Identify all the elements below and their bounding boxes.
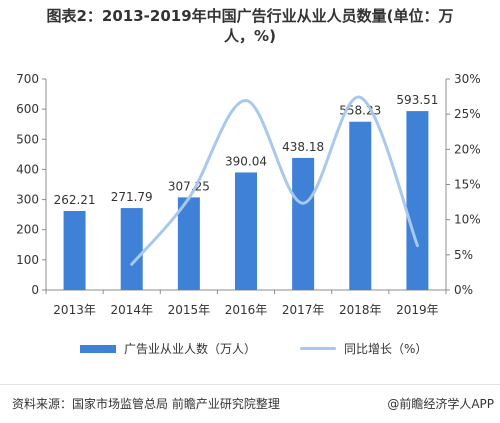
bar-data-label: 390.04 bbox=[225, 154, 267, 168]
y-tick-label-left: 0 bbox=[31, 283, 39, 297]
y-tick-label-right: 20% bbox=[454, 142, 481, 156]
chart-title-line-1: 图表2：2013-2019年中国广告行业从业人员数量(单位：万 bbox=[46, 7, 454, 25]
legend-line-swatch bbox=[300, 347, 336, 350]
y-tick-label-right: 5% bbox=[454, 248, 473, 262]
bar-data-label: 262.21 bbox=[54, 193, 96, 207]
bar-data-label: 307.25 bbox=[168, 179, 210, 193]
bar bbox=[406, 111, 429, 291]
y-tick-label-right: 15% bbox=[454, 178, 481, 192]
y-tick-label-left: 100 bbox=[16, 253, 39, 267]
y-tick-label-right: 0% bbox=[454, 283, 473, 297]
y-tick-label-left: 400 bbox=[16, 162, 39, 176]
y-tick-label-right: 30% bbox=[454, 72, 481, 86]
bar-data-label: 271.79 bbox=[111, 190, 153, 204]
x-tick-label: 2016年 bbox=[225, 303, 268, 317]
x-tick-label: 2019年 bbox=[396, 303, 439, 317]
bar bbox=[63, 210, 86, 290]
legend-item-line: 同比增长（%） bbox=[300, 340, 427, 357]
bar-data-label: 438.18 bbox=[282, 140, 324, 154]
x-tick-label: 2014年 bbox=[110, 303, 153, 317]
bar-data-label: 593.51 bbox=[396, 93, 438, 107]
chart-area: 0 100 200 300 400 500 600 700 0% 5% 10% 15% 20% 25% 30… bbox=[16, 72, 481, 317]
y-tick-label-right: 10% bbox=[454, 213, 481, 227]
bar bbox=[120, 208, 143, 290]
y-tick-label-left: 700 bbox=[16, 72, 39, 86]
y-tick-label-right: 25% bbox=[454, 107, 481, 121]
chart-title: 图表2：2013-2019年中国广告行业从业人员数量(单位：万 人，%) bbox=[0, 6, 500, 46]
y-tick-label-left: 200 bbox=[16, 223, 39, 237]
y-tick-label-left: 500 bbox=[16, 132, 39, 146]
legend-bar-label: 广告业从业人数（万人） bbox=[124, 342, 257, 356]
legend-line-label: 同比增长（%） bbox=[344, 342, 428, 356]
footer-divider bbox=[0, 384, 500, 385]
bar bbox=[349, 121, 372, 291]
bar bbox=[235, 172, 257, 290]
y-tick-label-left: 300 bbox=[16, 193, 39, 207]
growth-line bbox=[130, 95, 419, 266]
x-tick-label: 2015年 bbox=[168, 303, 211, 317]
x-tick-label: 2018年 bbox=[339, 303, 382, 317]
y-tick-label-left: 600 bbox=[16, 102, 39, 116]
legend-item-bar: 广告业从业人数（万人） bbox=[80, 340, 256, 357]
legend: 广告业从业人数（万人） 同比增长（%） bbox=[0, 340, 500, 360]
legend-bar-swatch bbox=[80, 344, 116, 353]
x-tick-label: 2013年 bbox=[53, 303, 96, 317]
chart-title-line-2: 人，%) bbox=[224, 27, 276, 45]
x-tick-label: 2017年 bbox=[282, 303, 325, 317]
bar bbox=[177, 197, 200, 290]
brand-credit: @前瞻经济学人APP bbox=[387, 397, 494, 411]
bar bbox=[292, 157, 315, 290]
source-note: 资料来源：国家市场监管总局 前瞻产业研究院整理 bbox=[12, 397, 280, 411]
